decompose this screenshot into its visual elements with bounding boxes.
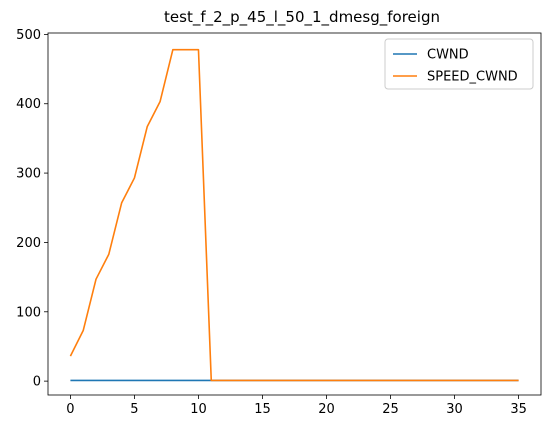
legend-box (384, 38, 534, 90)
y-tick-label: 300 (16, 167, 41, 182)
plot-lines (69, 48, 519, 382)
y-axis: 0 100 200 300 400 500 (16, 28, 48, 390)
legend: CWND SPEED_CWND (384, 38, 534, 90)
legend-label-speed-cwnd: SPEED_CWND (427, 70, 518, 85)
plot-area-frame (47, 32, 542, 396)
x-tick-label: 15 (254, 402, 271, 417)
x-axis: 0 5 10 15 20 25 30 35 (66, 395, 527, 417)
y-tick-label: 100 (16, 305, 41, 320)
y-tick-label: 400 (16, 97, 41, 112)
x-tick-label: 35 (510, 402, 527, 417)
legend-label-cwnd: CWND (427, 48, 469, 63)
y-tick-label: 500 (16, 28, 41, 43)
x-tick-label: 25 (382, 402, 399, 417)
x-tick-label: 10 (190, 402, 207, 417)
series-line-speed-cwnd (69, 48, 519, 382)
x-tick-label: 0 (66, 402, 74, 417)
y-tick-label: 0 (33, 375, 41, 390)
x-tick-label: 20 (318, 402, 335, 417)
x-tick-label: 30 (446, 402, 463, 417)
x-tick-label: 5 (130, 402, 138, 417)
chart-title: test_f_2_p_45_l_50_1_dmesg_foreign (164, 8, 440, 27)
y-tick-label: 200 (16, 236, 41, 251)
